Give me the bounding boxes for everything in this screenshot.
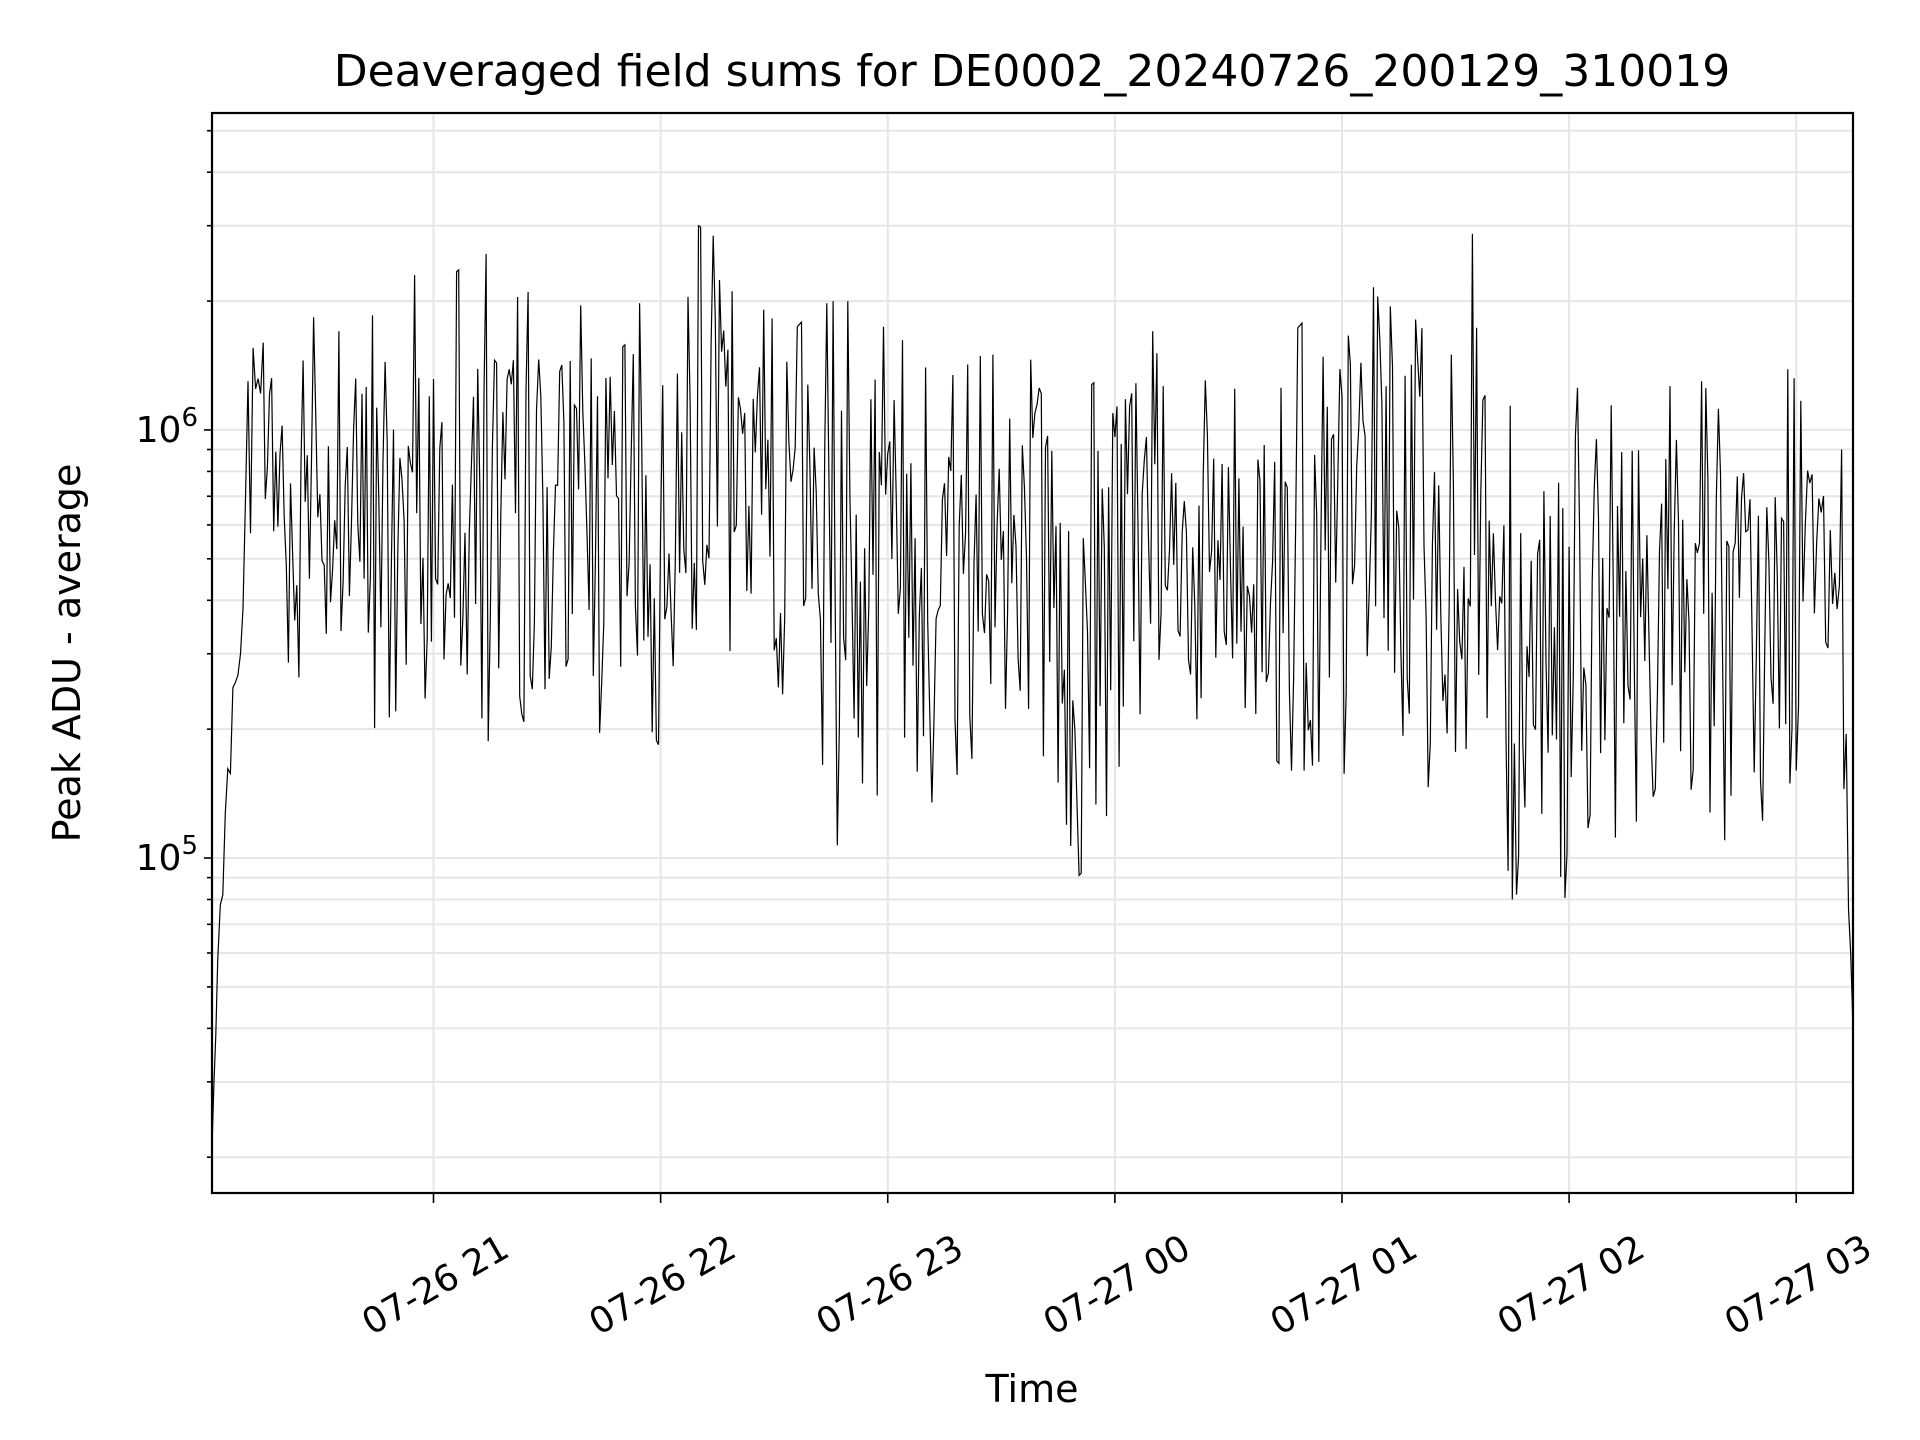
x-axis-label: Time <box>985 1367 1079 1411</box>
series-line <box>211 224 1854 1149</box>
data-series <box>211 224 1854 1149</box>
y-tick-label: 105 <box>136 831 198 879</box>
y-axis-label: Peak ADU - average <box>45 464 89 843</box>
chart-title: Deaveraged field sums for DE0002_2024072… <box>334 46 1731 97</box>
y-tick-label: 106 <box>136 403 198 451</box>
